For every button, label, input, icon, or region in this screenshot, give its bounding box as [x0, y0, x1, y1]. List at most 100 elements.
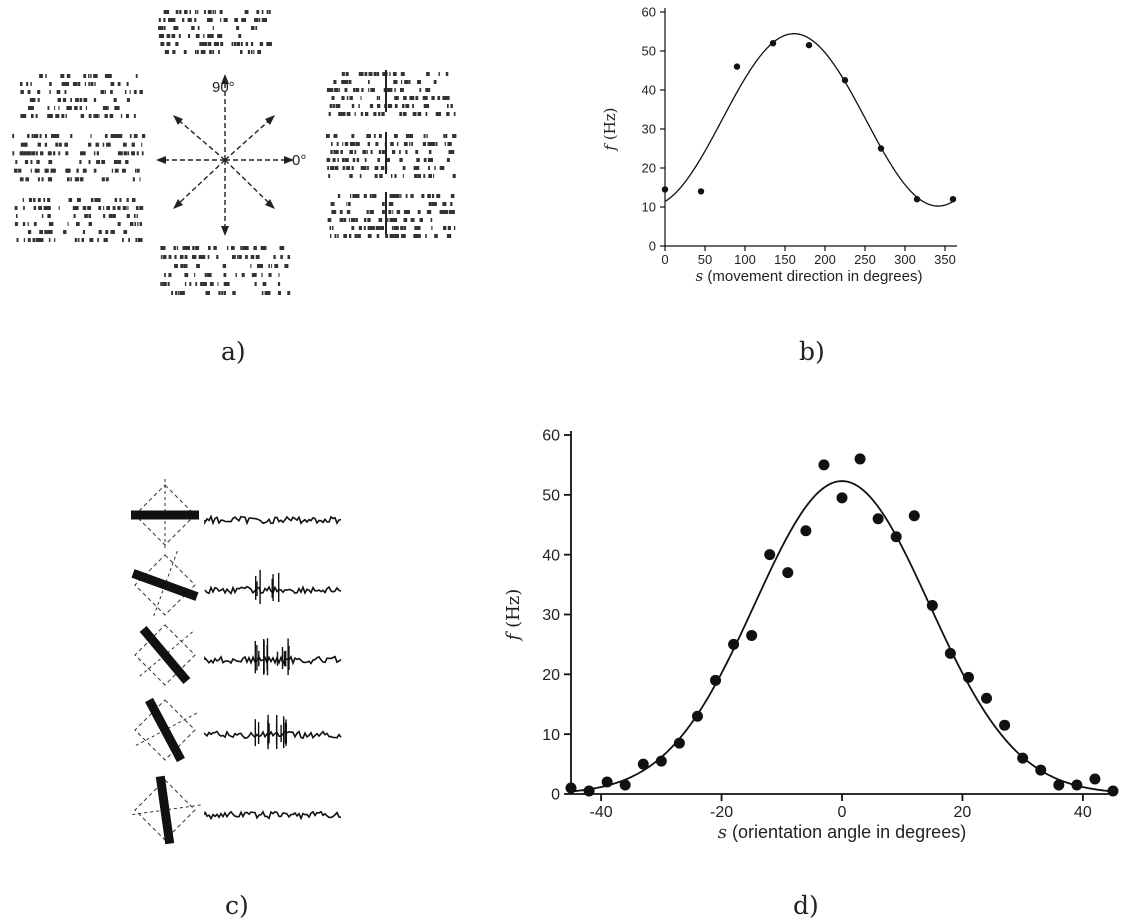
- fit-curve: [664, 33, 954, 207]
- caption-d: d): [793, 891, 819, 920]
- raster-block: [327, 192, 456, 238]
- angle-label-0: 0°: [292, 152, 306, 169]
- raster-block: [326, 132, 457, 178]
- x-tick-label: 350: [934, 252, 956, 267]
- caption-b: b): [799, 337, 825, 366]
- data-point: [1035, 764, 1047, 776]
- x-tick-label: 0: [661, 252, 668, 267]
- data-point: [697, 188, 705, 195]
- raster-block: [160, 246, 291, 295]
- data-point: [619, 779, 631, 791]
- data-point: [872, 513, 884, 525]
- x-tick-label: 20: [954, 804, 972, 821]
- x-tick-label: -40: [590, 804, 613, 821]
- y-tick-label: 40: [642, 83, 656, 98]
- x-axis-label: s (movement direction in degrees): [696, 267, 923, 285]
- data-point: [655, 755, 667, 767]
- y-tick-label: 30: [542, 607, 560, 624]
- data-point: [583, 785, 595, 797]
- y-tick-label: 0: [649, 239, 656, 254]
- x-tick-label: 50: [698, 252, 712, 267]
- data-point: [710, 674, 722, 686]
- data-point: [1107, 785, 1119, 797]
- raster-blocks: [12, 10, 457, 295]
- data-point: [836, 492, 848, 504]
- panel-c: [120, 470, 360, 850]
- data-point: [673, 737, 685, 749]
- y-tick-label: 30: [642, 122, 656, 137]
- y-tick-label: 20: [542, 667, 560, 684]
- stimulus-bar: [139, 626, 191, 684]
- spike-trace: [204, 655, 342, 666]
- data-point: [926, 600, 938, 612]
- data-point: [769, 40, 777, 47]
- orientation-traces-diagram: [129, 479, 342, 845]
- x-axis-label: s (orientation angle in degrees): [718, 822, 966, 843]
- panel-a: 90° 0°: [0, 0, 470, 310]
- stimulus-bar: [155, 775, 175, 845]
- data-point: [890, 531, 902, 543]
- raster-block: [20, 74, 143, 118]
- data-point: [944, 647, 956, 659]
- data-point: [1089, 773, 1101, 785]
- arrow-45deg: [224, 117, 273, 161]
- x-tick-label: 300: [894, 252, 916, 267]
- data-point: [764, 549, 776, 561]
- data-point: [782, 567, 794, 579]
- raster-block: [14, 198, 144, 242]
- data-point: [637, 758, 649, 770]
- data-point: [1053, 779, 1065, 791]
- data-point: [800, 525, 812, 537]
- x-tick-label: 150: [774, 252, 796, 267]
- data-point: [1071, 779, 1083, 791]
- chart-d: 0 10 20 30 40 50 60 -40 -20 0 20 40 s (orientation a…: [503, 428, 1119, 843]
- orientation-row: [132, 697, 342, 763]
- arrow-315deg: [224, 159, 273, 207]
- data-point: [691, 710, 703, 722]
- data-point: [565, 782, 577, 794]
- data-point: [728, 638, 740, 650]
- y-tick-label: 0: [551, 787, 560, 804]
- x-tick-label: 100: [734, 252, 756, 267]
- arrow-225deg: [175, 159, 226, 207]
- data-point: [854, 453, 866, 465]
- data-point: [733, 63, 741, 70]
- stimulus-outline: [134, 699, 196, 761]
- spike-trace: [204, 730, 342, 740]
- chart-b: 0 10 20 30 40 50 60 0 50 100 150 200 250 300 350 s (mov…: [601, 5, 957, 285]
- spike-trace: [204, 810, 342, 821]
- stimulus-outline: [134, 624, 196, 686]
- data-point: [1017, 752, 1029, 764]
- data-point: [746, 629, 758, 641]
- x-tick-label: 0: [838, 804, 847, 821]
- orientation-row: [131, 479, 342, 551]
- panel-d: 0 10 20 30 40 50 60 -40 -20 0 20 40 s (orientation a…: [500, 420, 1121, 880]
- data-point: [877, 145, 885, 152]
- data-point: [913, 196, 921, 203]
- stimulus-bar: [145, 697, 185, 763]
- fit-curve: [570, 480, 1114, 793]
- raster-diagram: 90° 0°: [12, 10, 457, 295]
- y-tick-label: 10: [642, 200, 656, 215]
- caption-c: c): [225, 891, 249, 920]
- spike-trace: [204, 514, 342, 526]
- data-point: [908, 510, 920, 522]
- x-tick-label: -20: [710, 804, 733, 821]
- y-axis-label: f (Hz): [503, 589, 524, 643]
- y-tick-label: 50: [642, 44, 656, 59]
- data-point: [601, 776, 613, 788]
- y-tick-label: 20: [642, 161, 656, 176]
- data-point: [949, 196, 957, 203]
- panel-b: 0 10 20 30 40 50 60 0 50 100 150 200 250 300 350 s (mov…: [590, 0, 1030, 320]
- y-tick-label: 10: [542, 727, 560, 744]
- orientation-row: [134, 624, 342, 686]
- y-tick-label: 60: [642, 5, 656, 20]
- orientation-row: [129, 775, 342, 845]
- data-point: [999, 719, 1011, 731]
- x-tick-label: 200: [814, 252, 836, 267]
- stimulus-bar: [131, 569, 199, 601]
- data-point: [818, 459, 830, 471]
- y-tick-label: 50: [542, 487, 560, 504]
- y-tick-label: 40: [542, 547, 560, 564]
- y-tick-label: 60: [542, 428, 560, 445]
